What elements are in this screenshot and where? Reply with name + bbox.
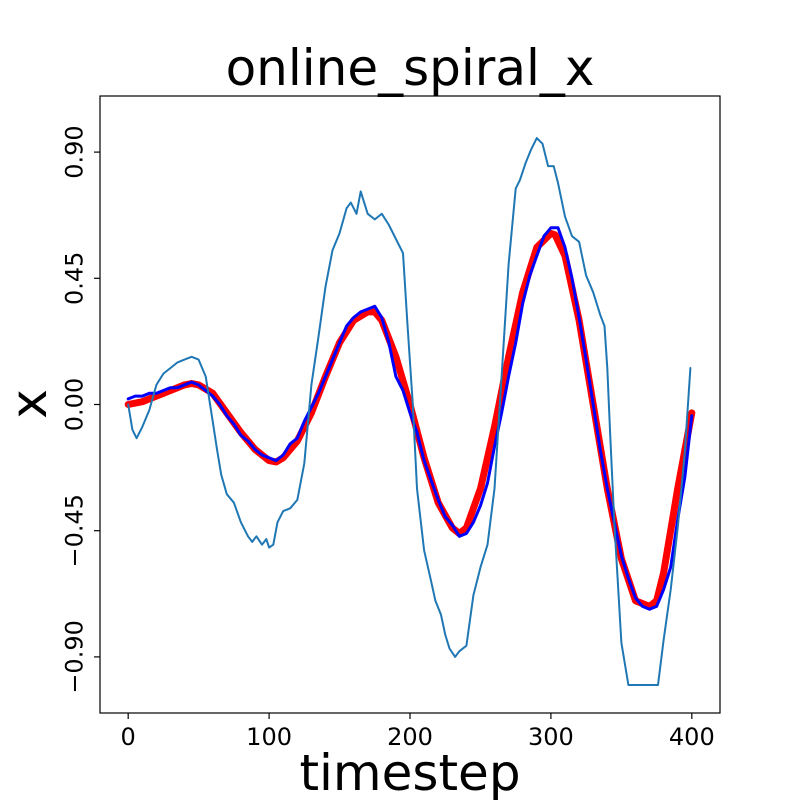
series-layer: [124, 137, 696, 686]
x-tick-label: 400: [669, 723, 715, 751]
y-tick-label: 0.45: [60, 252, 88, 305]
y-axis: −0.90 −0.45 0.00 0.45 0.90: [60, 125, 100, 694]
series-line-1: [126, 226, 694, 611]
x-axis: 0 100 200 300 400: [121, 713, 715, 751]
y-tick-label: −0.90: [60, 620, 88, 694]
plot-area: [124, 137, 696, 686]
x-tick-label: 100: [246, 723, 292, 751]
x-axis-label: timestep: [299, 744, 520, 800]
chart-title: online_spiral_x: [226, 39, 595, 97]
y-tick-label: 0.00: [60, 378, 88, 431]
y-axis-label: x: [0, 389, 58, 419]
y-tick-label: 0.90: [60, 125, 88, 178]
x-tick-label: 200: [387, 723, 433, 751]
x-tick-label: 0: [121, 723, 136, 751]
x-tick-label: 300: [528, 723, 574, 751]
series-line-2: [127, 137, 692, 686]
y-tick-label: −0.45: [60, 494, 88, 568]
